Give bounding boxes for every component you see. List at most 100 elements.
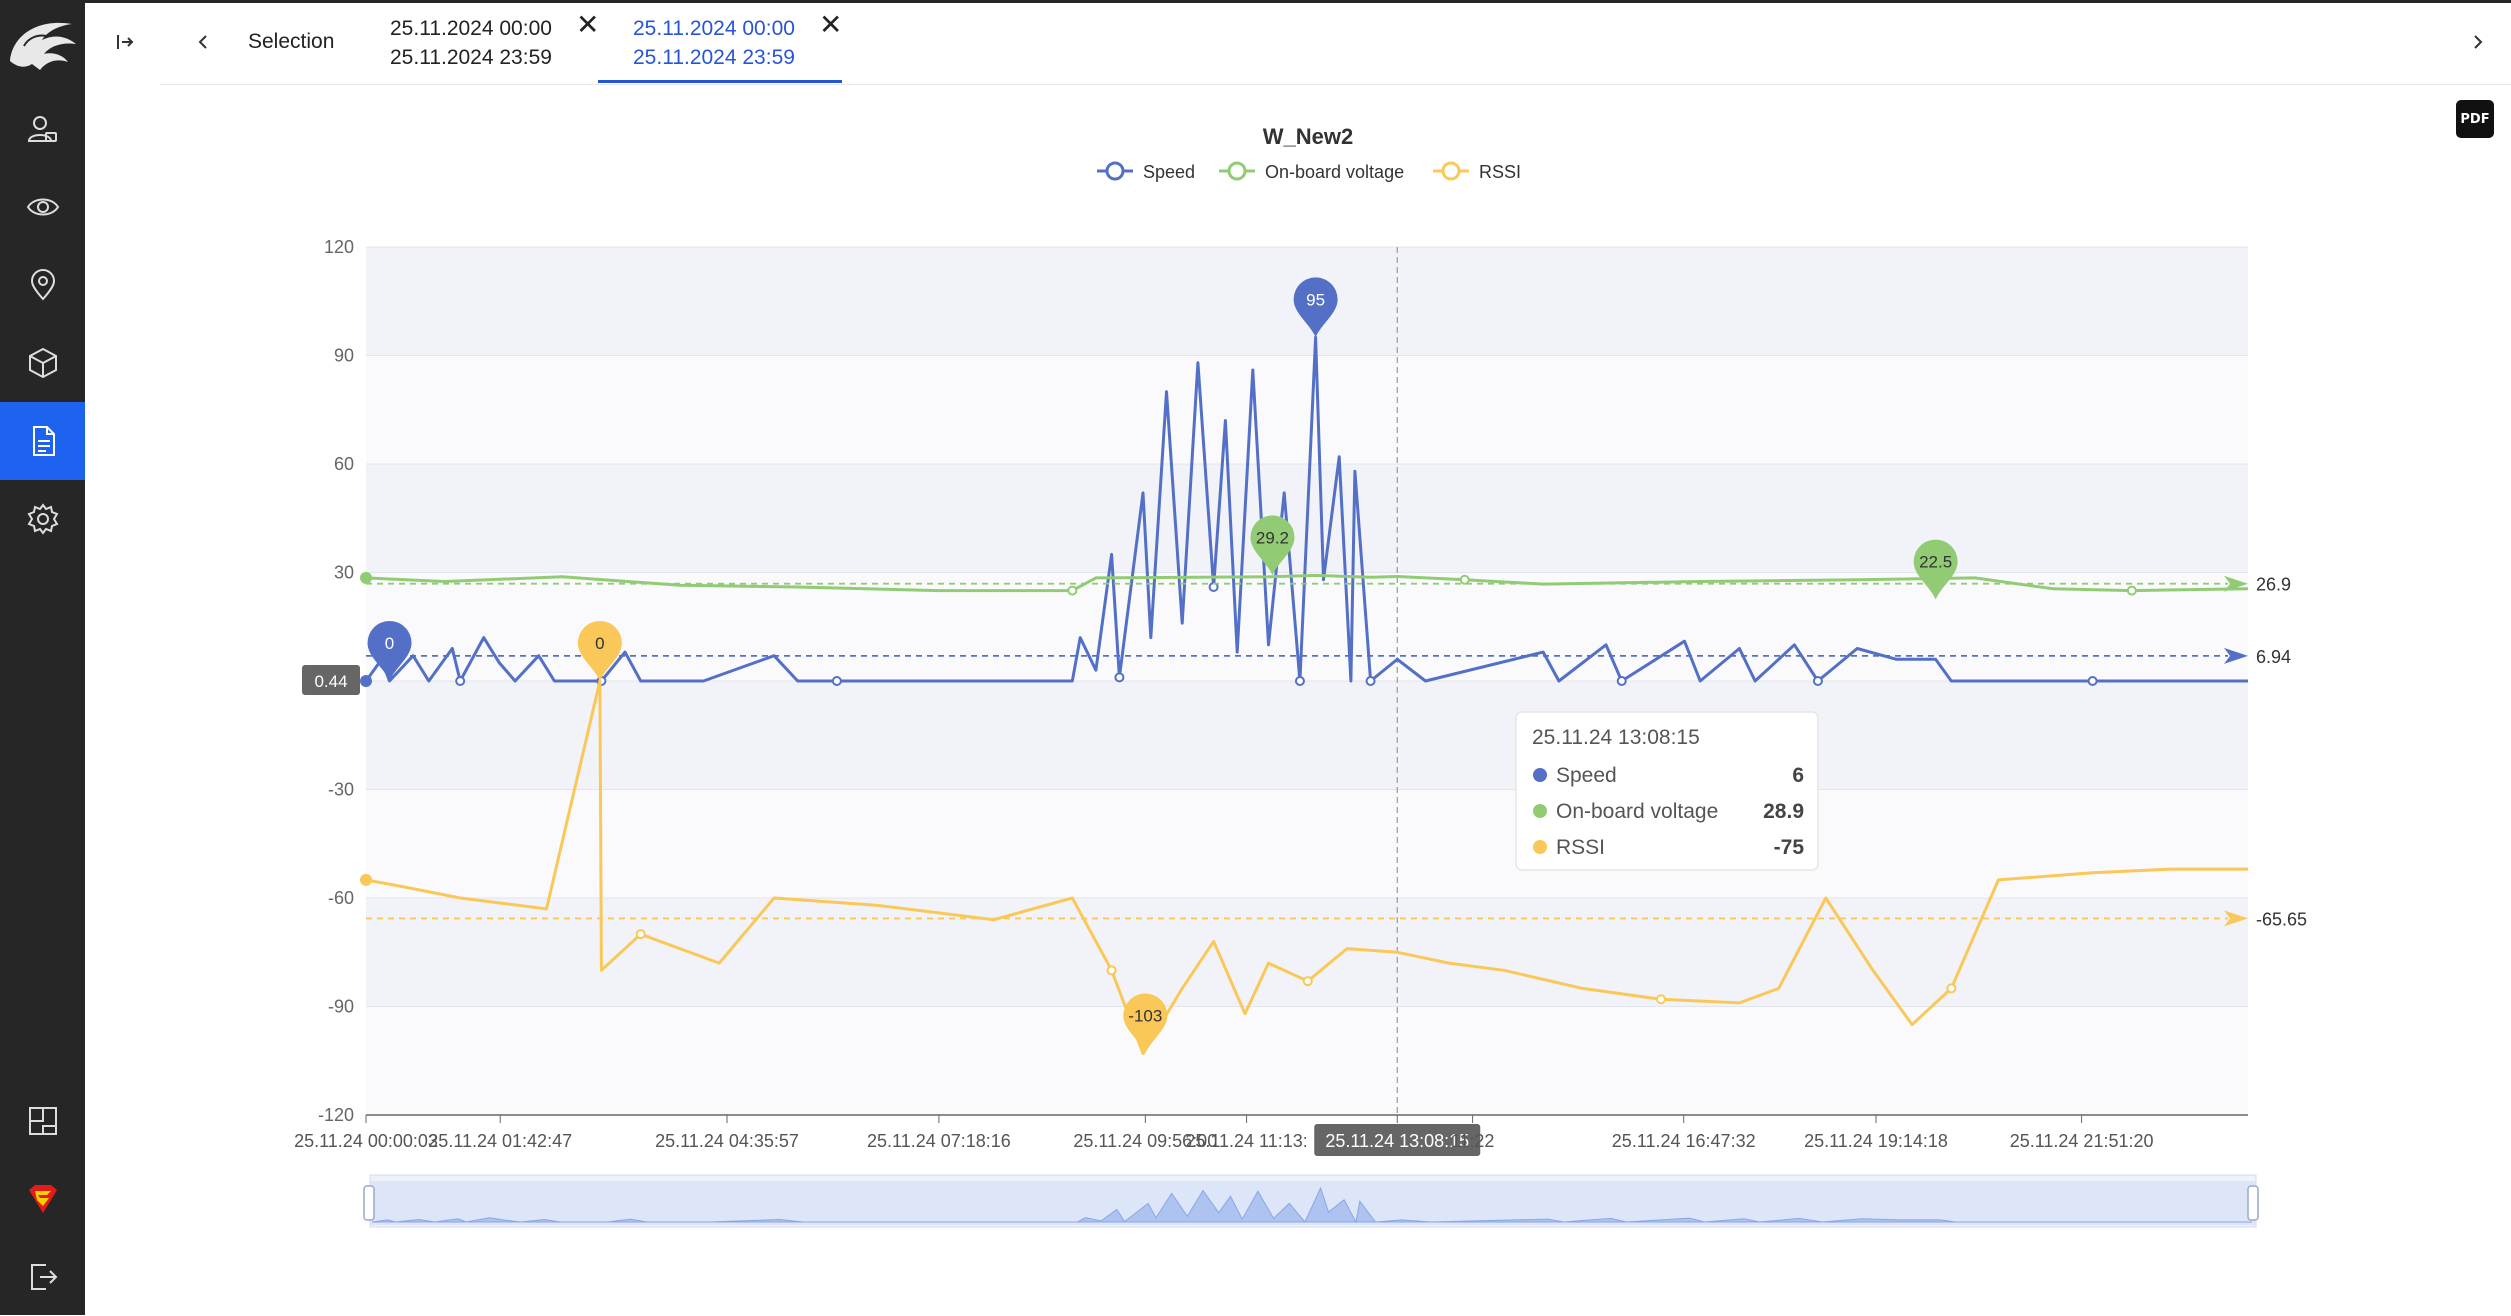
tooltip-series-value: 6 <box>1792 764 1804 787</box>
datazoom-right-handle <box>2247 1185 2259 1221</box>
grid-band <box>366 789 2248 898</box>
data-point <box>1067 585 1078 596</box>
y-tick-label: 90 <box>334 346 354 366</box>
series-line-on-board-voltage <box>365 573 2249 593</box>
tabs-next-button[interactable] <box>2458 20 2498 64</box>
tab-end-date: 25.11.2024 23:59 <box>390 46 552 69</box>
series-start-dot <box>360 675 372 687</box>
close-tab-icon[interactable]: ✕ <box>576 9 600 40</box>
data-point <box>635 929 646 940</box>
sidebar-item-reports[interactable] <box>0 402 85 480</box>
active-tab-indicator <box>598 80 842 83</box>
marker-pin <box>577 621 622 681</box>
grid-band <box>366 681 2248 790</box>
x-tick-label: 25.11.24 04:35:57 <box>655 1131 799 1151</box>
x-tick-label: 25.11.24 09:56:00 <box>1073 1131 1217 1151</box>
series-line-speed <box>364 335 2248 683</box>
sidebar-item-company[interactable] <box>0 1160 85 1238</box>
sidebar-item-logout[interactable] <box>0 1238 85 1316</box>
x-tick-label: 25.11.24 13:08:15 <box>1325 1131 1469 1151</box>
legend-label: On-board voltage <box>1265 162 1404 182</box>
sidebar-item-layout[interactable] <box>0 1082 85 1160</box>
grid-band <box>366 1006 2248 1115</box>
x-tick-label: 25.11.24 19:14:18 <box>1804 1131 1948 1151</box>
legend-symbol <box>1441 161 1461 181</box>
sidebar-item-settings[interactable] <box>0 480 85 558</box>
selection-label[interactable]: Selection <box>248 30 335 53</box>
data-point <box>831 676 842 686</box>
marker-pin <box>367 621 412 681</box>
report-document-icon <box>32 426 55 456</box>
average-label: 6.94 <box>2256 647 2291 667</box>
series-start-dot <box>360 571 372 584</box>
collapse-sidebar-button[interactable] <box>105 20 145 64</box>
cursor-time-badge <box>1314 1124 1481 1156</box>
average-arrow <box>2224 910 2248 927</box>
eye-icon <box>26 198 59 216</box>
chart-title: W_New2 <box>1263 124 1353 149</box>
data-point <box>1106 965 1117 976</box>
tooltip-series-value: 28.9 <box>1763 800 1804 823</box>
y-tick-label: 120 <box>324 237 354 257</box>
legend-label: RSSI <box>1479 162 1521 182</box>
marker-pin <box>1250 515 1295 576</box>
map-pin-icon <box>30 269 55 301</box>
gear-icon <box>27 503 58 535</box>
tooltip-box <box>1515 711 1819 871</box>
top-border <box>0 0 2511 3</box>
datazoom-left-handle <box>363 1185 375 1221</box>
marker-pin-label: 0 <box>385 634 394 653</box>
sidebar-item-users[interactable] <box>0 90 85 168</box>
data-point <box>2087 676 2098 686</box>
sidebar-item-objects[interactable] <box>0 324 85 402</box>
series-line-rssi <box>365 679 2248 1055</box>
legend-label: Speed <box>1143 162 1195 182</box>
tooltip-time: 25.11.24 13:08:15 <box>1532 726 1700 749</box>
y-zero-badge <box>302 665 360 695</box>
y-tick-label: 60 <box>334 454 354 474</box>
y-tick-label: -60 <box>328 888 354 908</box>
superman-logo-icon <box>28 1185 57 1213</box>
x-tick-label: 25.11.24 01:42:47 <box>428 1131 572 1151</box>
eagle-logo-icon[interactable] <box>2 6 82 86</box>
grid-band <box>366 572 2248 681</box>
logout-icon <box>30 1264 57 1290</box>
y-tick-label: 30 <box>334 563 354 583</box>
data-point <box>1302 976 1313 987</box>
chevron-left-icon <box>198 35 207 49</box>
data-point <box>1365 676 1376 686</box>
y-tick-label: -120 <box>318 1105 354 1125</box>
legend-symbol <box>1227 161 1247 181</box>
average-arrow <box>2224 575 2248 592</box>
x-tick-label: 25.11.24 11:13: <box>1185 1131 1307 1151</box>
y-tick-label: -90 <box>328 997 354 1017</box>
sidebar-item-geozones[interactable] <box>0 246 85 324</box>
data-point <box>1294 676 1305 686</box>
average-label: 26.9 <box>2256 575 2291 595</box>
series-start-dot <box>360 873 372 886</box>
tab-date-range-1[interactable]: 25.11.2024 00:00 25.11.2024 23:59 ✕ <box>390 9 599 84</box>
marker-pin-label: -103 <box>1128 1007 1162 1026</box>
marker-pin <box>1293 277 1338 338</box>
tab-start-date: 25.11.2024 00:00 <box>633 17 795 40</box>
chevron-right-icon <box>2474 35 2483 49</box>
expand-panel-icon <box>117 35 134 49</box>
tabs-prev-button[interactable] <box>183 20 223 64</box>
average-label: -65.65 <box>2256 909 2307 929</box>
export-pdf-button[interactable]: PDF <box>2456 100 2494 138</box>
y-tick-label: -30 <box>328 780 354 800</box>
tooltip-series-dot <box>1533 804 1547 818</box>
data-point <box>1946 983 1957 994</box>
tab-date-range-2[interactable]: 25.11.2024 00:00 25.11.2024 23:59 ✕ <box>633 9 842 84</box>
x-tick-label: 25.11.24 16:47:32 <box>1612 1131 1756 1151</box>
tabs-divider <box>160 84 2511 85</box>
tooltip-series-dot <box>1533 840 1547 854</box>
close-tab-icon[interactable]: ✕ <box>819 9 843 40</box>
data-point <box>1616 676 1627 686</box>
user-lock-icon <box>27 116 57 142</box>
sidebar-item-monitoring[interactable] <box>0 168 85 246</box>
average-arrow <box>2224 647 2248 664</box>
marker-pin <box>1913 539 1958 600</box>
x-tick-label: 25.11.24 07:18:16 <box>867 1131 1011 1151</box>
